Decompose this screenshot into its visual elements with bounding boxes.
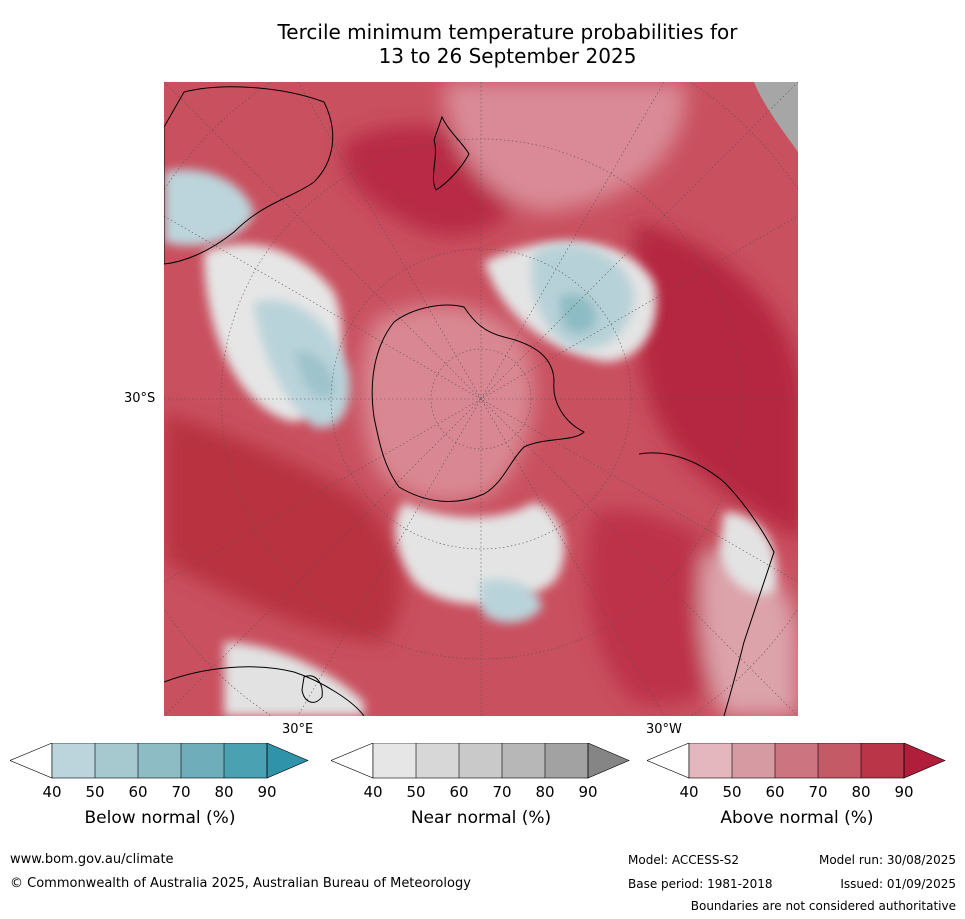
madagascar-coast [301, 675, 323, 703]
masked-land-top-right [754, 82, 798, 152]
near-normal-southwest [224, 642, 364, 716]
model-name: Model: ACCESS-S2 [628, 853, 740, 867]
tick-below-50: 50 [85, 783, 105, 801]
colorbar-above-segment-3 [775, 743, 818, 778]
tick-above-80: 80 [851, 783, 871, 801]
new-zealand-coast [432, 115, 470, 191]
model-run-date: Model run: 30/08/2025 [818, 853, 956, 867]
title-line-1: Tercile minimum temperature probabilitie… [277, 20, 738, 44]
tick-above-40: 40 [679, 783, 699, 801]
colorbar-near-segment-3 [459, 743, 502, 778]
tick-near-50: 50 [406, 783, 426, 801]
colorbar-below-high-arrow [266, 743, 309, 779]
colorbar-below-segment-4 [181, 743, 224, 778]
region-light-red-antarctic [361, 304, 534, 503]
lon-label-30e: 30°E [282, 722, 314, 737]
colorbar-below-normal [10, 743, 309, 779]
region-light-red-top [444, 82, 686, 212]
tick-below-60: 60 [128, 783, 148, 801]
website-link[interactable]: www.bom.gov.au/climate [10, 852, 174, 867]
tick-near-60: 60 [449, 783, 469, 801]
antarctica-coast [371, 304, 585, 502]
copyright-notice: © Commonwealth of Australia 2025, Austra… [10, 876, 471, 891]
region-deep-red-east [634, 222, 798, 539]
south-america-coast [638, 452, 775, 716]
near-normal-east-patch [719, 512, 777, 595]
title-line-2: 13 to 26 September 2025 [378, 44, 637, 68]
below-normal-northwest [164, 169, 254, 246]
coastlines [164, 86, 775, 716]
colorbar-below-low-arrow [10, 743, 53, 779]
tick-above-50: 50 [722, 783, 742, 801]
colorbar-below-segment-1 [52, 743, 95, 778]
tick-near-80: 80 [535, 783, 555, 801]
colorbar-near-segment-1 [373, 743, 416, 778]
colorbar-below-title: Below normal (%) [84, 808, 236, 828]
colorbar-above-high-arrow [903, 743, 946, 779]
tick-near-40: 40 [363, 783, 383, 801]
tick-near-90: 90 [578, 783, 598, 801]
colorbar-above-normal [647, 743, 946, 779]
colorbar-near-segment-5 [545, 743, 588, 778]
colorbar-near-segment-2 [416, 743, 459, 778]
colorbar-near-low-arrow [331, 743, 374, 779]
boundaries-disclaimer: Boundaries are not considered authoritat… [690, 899, 956, 913]
tick-near-70: 70 [492, 783, 512, 801]
tick-above-90: 90 [894, 783, 914, 801]
probability-map [164, 82, 798, 716]
lat-label-30s: 30°S [124, 391, 156, 406]
lon-label-30w: 30°W [646, 722, 682, 737]
colorbar-above-low-arrow [647, 743, 690, 779]
colorbar-below-segment-3 [138, 743, 181, 778]
colorbar-above-segment-5 [861, 743, 904, 778]
near-normal-ring-south [395, 502, 565, 605]
tick-below-70: 70 [171, 783, 191, 801]
chart-title: Tercile minimum temperature probabilitie… [0, 20, 965, 68]
colorbar-below-segment-5 [224, 743, 267, 778]
colorbar-above-segment-1 [689, 743, 732, 778]
australia-coast [164, 86, 334, 265]
tick-below-40: 40 [42, 783, 62, 801]
region-light-red-se [700, 552, 798, 716]
base-period: Base period: 1981-2018 [628, 877, 773, 891]
colorbar-near-segment-4 [502, 743, 545, 778]
colorbar-below-segment-2 [95, 743, 138, 778]
tick-below-80: 80 [214, 783, 234, 801]
colorbar-above-segment-4 [818, 743, 861, 778]
tick-below-90: 90 [257, 783, 277, 801]
below-normal-south [479, 579, 542, 623]
region-deep-red-west [164, 412, 402, 642]
tick-above-60: 60 [765, 783, 785, 801]
below-normal-north-core [559, 293, 597, 334]
issued-date: Issued: 01/09/2025 [840, 877, 956, 891]
colorbar-near-high-arrow [587, 743, 630, 779]
colorbar-near-normal [331, 743, 630, 779]
graticule [164, 82, 798, 716]
below-normal-west-core [294, 351, 336, 398]
africa-coast [164, 666, 365, 716]
tick-above-70: 70 [808, 783, 828, 801]
colorbar-above-segment-2 [732, 743, 775, 778]
colorbar-near-title: Near normal (%) [410, 808, 552, 828]
colorbar-above-title: Above normal (%) [720, 808, 874, 828]
